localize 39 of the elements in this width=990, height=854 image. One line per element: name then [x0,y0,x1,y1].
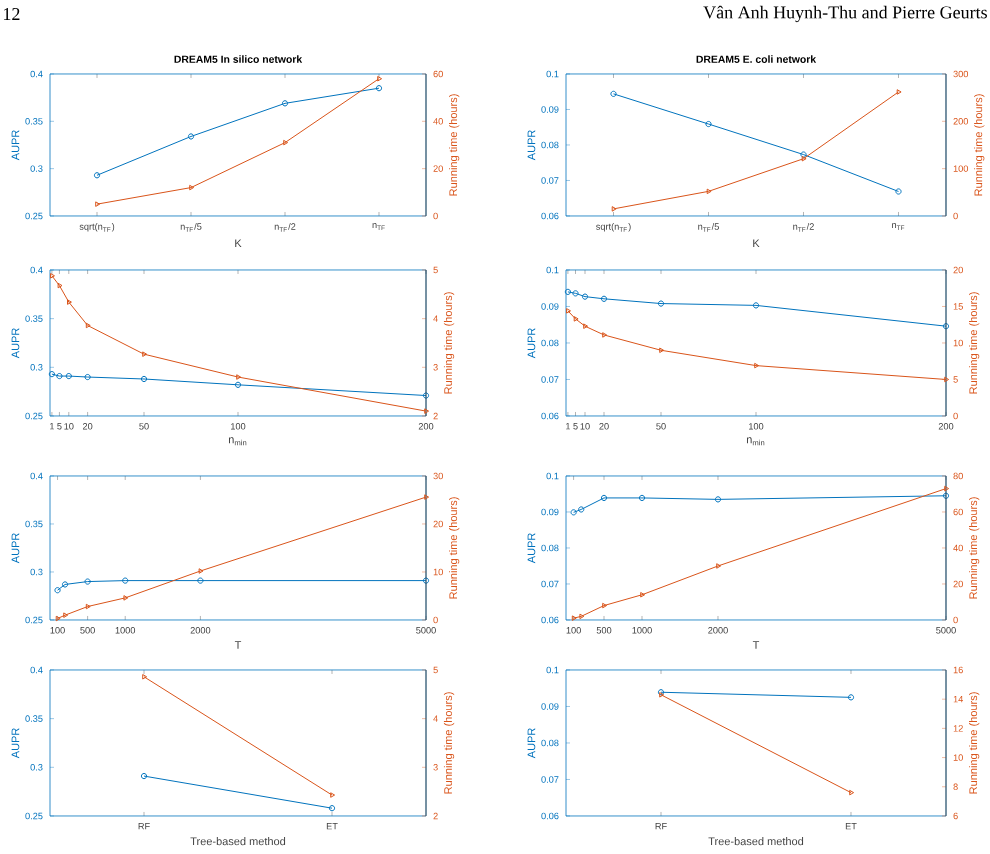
point [123,595,129,601]
point [600,295,608,302]
point [187,133,195,140]
point [657,300,665,307]
point [142,351,148,357]
point [600,494,608,502]
point [84,373,91,381]
point [57,282,63,289]
point [578,506,585,513]
point [602,332,608,338]
text: Vân Anh Huynh-Thu and Pierre Geurts [703,5,987,23]
point [581,293,589,300]
point [752,302,760,309]
text: 12 [3,8,20,20]
point [236,374,242,380]
point [85,603,91,610]
point [234,381,242,388]
point [602,602,608,609]
point [140,375,148,383]
point [659,347,665,354]
point [281,100,289,107]
point [65,372,72,380]
point [579,613,585,620]
point [56,372,63,380]
point [198,568,204,574]
point [716,563,722,569]
point [283,139,289,146]
point [640,592,646,598]
point [85,322,91,329]
point [706,188,712,195]
point [754,362,760,369]
point [638,494,646,502]
point [705,120,712,128]
point [189,184,195,191]
point [714,496,722,503]
point [572,290,579,297]
point [63,612,69,618]
point [573,316,579,322]
point [583,323,589,329]
